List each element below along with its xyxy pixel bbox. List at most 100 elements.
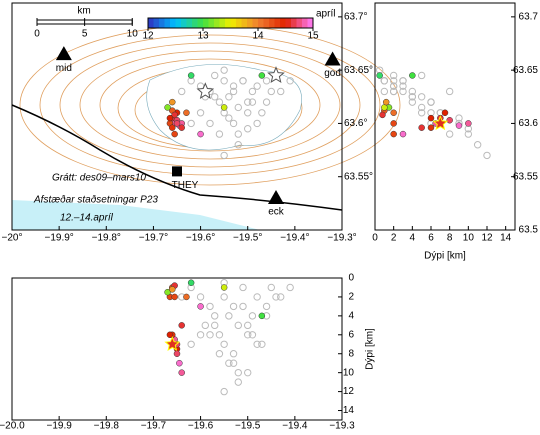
background-quake [262, 302, 271, 311]
quake [465, 120, 472, 127]
quake [220, 104, 228, 111]
background-quake [220, 387, 228, 396]
x-tick-label: −19.5 [235, 421, 261, 430]
map-annotation: Afstæðar staðsetningar P23 [33, 195, 158, 206]
background-quake [244, 331, 252, 339]
y-tick-label: 4 [348, 311, 354, 322]
background-quake [417, 103, 426, 112]
quake [178, 322, 185, 329]
y-tick-label: 63.65° [344, 65, 373, 76]
station [55, 46, 72, 61]
quake [390, 120, 397, 127]
colorbar-segment [219, 18, 226, 28]
background-quake [234, 130, 242, 138]
colorbar-segment [307, 18, 314, 28]
background-quake [178, 87, 186, 96]
background-quake [225, 114, 233, 122]
x-tick-label: −20° [2, 233, 23, 244]
background-quake [267, 87, 275, 96]
background-quake [408, 98, 417, 106]
y-tick-label: 63.55° [344, 171, 373, 182]
background-quake [229, 350, 238, 358]
background-quake [248, 98, 257, 106]
quake [258, 312, 266, 320]
quake [390, 109, 397, 117]
colorbar-segment [258, 18, 264, 28]
background-quake [234, 378, 242, 386]
background-quake [445, 87, 454, 96]
quake [173, 120, 181, 127]
quake [171, 293, 178, 301]
background-quake [206, 119, 214, 128]
quake [176, 359, 183, 367]
y-tick-label: 6 [348, 329, 354, 340]
quake [441, 109, 449, 117]
background-quake [229, 82, 238, 90]
main-event [432, 115, 449, 131]
background-quake [464, 130, 473, 138]
quake [197, 303, 204, 310]
colorbar-segment [285, 18, 292, 28]
background-quake [239, 77, 247, 85]
background-quake [417, 109, 426, 117]
background-quake [253, 340, 261, 348]
station-label: god [324, 68, 341, 79]
x-tick-label: −19.9° [44, 233, 73, 244]
x-tick-label: −19.3° [327, 233, 356, 244]
background-quake [253, 82, 261, 90]
background-quake [211, 321, 219, 330]
colorbar-segment [175, 18, 182, 28]
quake [187, 72, 195, 79]
colorbar-tick-label: 12 [142, 31, 154, 42]
colorbar-segment [186, 18, 193, 28]
background-quake [277, 293, 285, 301]
background-quake [234, 321, 242, 330]
background-quake [417, 93, 426, 101]
colorbar-label: apríl [316, 9, 335, 20]
background-quake [380, 77, 389, 85]
quake [171, 111, 178, 119]
background-quake [380, 87, 389, 96]
scale-label: km [77, 6, 90, 17]
colorbar-segment [274, 18, 281, 28]
x-tick-label: 12 [481, 233, 493, 244]
station-label: THEY [172, 180, 199, 191]
quake [376, 72, 383, 79]
x-tick-label: −20.0 [0, 421, 25, 430]
colorbar-segment [230, 18, 237, 28]
background-quake [220, 340, 228, 348]
y-tick-label: 63.7° [344, 11, 367, 22]
background-quake [215, 98, 224, 106]
background-quake [211, 312, 219, 320]
x-tick-label: 0 [372, 233, 378, 244]
y-tick-label: 63.6° [344, 118, 367, 129]
colorbar-segment [291, 18, 297, 28]
background-quake [229, 119, 238, 128]
x-tick-label: −19.5° [233, 233, 262, 244]
y-tick-label: 14 [343, 405, 355, 416]
background-quake [187, 119, 195, 128]
y-tick-label: 63.5 [519, 225, 539, 236]
quake [418, 124, 425, 131]
quake [409, 72, 416, 79]
x-tick-label: −19.6° [186, 233, 215, 244]
colorbar-segment [214, 18, 220, 28]
background-quake [408, 93, 417, 101]
background-quake [229, 302, 238, 311]
quake [183, 109, 190, 117]
quake [164, 104, 171, 111]
background-quake [445, 130, 454, 138]
station [324, 51, 341, 66]
quake [166, 114, 174, 122]
colorbar-segment [269, 18, 275, 28]
y-tick-label: 63.6 [519, 118, 539, 129]
x-tick-label: −19.8 [94, 421, 120, 430]
background-quake [267, 283, 275, 292]
background-quake [229, 359, 238, 367]
background-quake [253, 119, 261, 128]
background-quake [258, 340, 266, 348]
background-quake [277, 87, 285, 96]
y-tick-label: 12 [343, 386, 355, 397]
background-quake [234, 141, 242, 149]
